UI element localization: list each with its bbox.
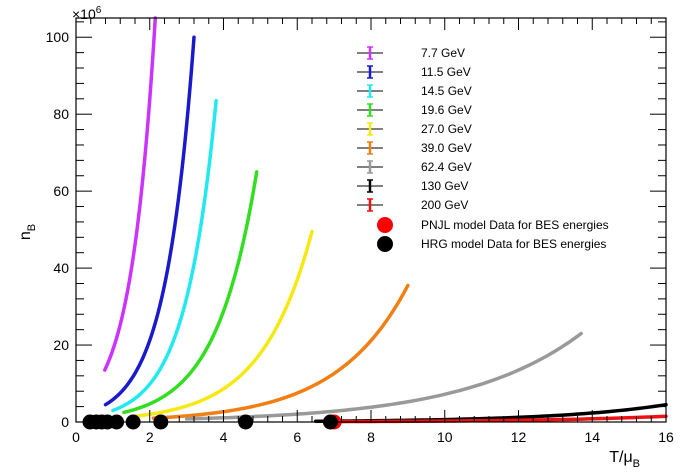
legend-label: 11.5 GeV: [421, 65, 471, 79]
legend-label: PNJL model Data for BES energies: [421, 218, 609, 232]
legend-label: 19.6 GeV: [421, 103, 472, 117]
legend-label: 62.4 GeV: [421, 160, 472, 174]
legend-label: 200 GeV: [421, 198, 468, 212]
series-line-6: [184, 331, 583, 421]
legend-label: 14.5 GeV: [421, 84, 472, 98]
legend-marker-dot: [377, 217, 393, 233]
x-tick-label: 16: [658, 429, 674, 445]
y-tick-label: 60: [53, 183, 69, 199]
x-tick-label: 10: [437, 429, 453, 445]
x-tick-label: 8: [367, 429, 375, 445]
y-multiplier: ×106: [72, 5, 102, 22]
legend-label: 27.0 GeV: [421, 122, 472, 136]
axis-tick-labels: 0 2 4 6 8 10 12 14 16 0 20 40 60 80 100: [46, 29, 674, 445]
legend-entry-5: 39.0 GeV: [357, 141, 472, 155]
x-tick-label: 2: [146, 429, 154, 445]
legend-marker-entry-1: HRG model Data for BES energies: [377, 236, 606, 252]
x-tick-label: 4: [220, 429, 228, 445]
legend-entry-3: 19.6 GeV: [357, 103, 472, 117]
axis-ticks: [75, 18, 667, 423]
legend: 7.7 GeV 11.5 GeV 14.5 GeV 19.6 GeV 27.0 GeV 3…: [357, 46, 609, 252]
x-tick-label: 12: [511, 429, 527, 445]
legend-entry-7: 130 GeV: [357, 179, 468, 193]
legend-label: 39.0 GeV: [421, 141, 472, 155]
legend-label: 7.7 GeV: [421, 46, 465, 60]
series-line-3: [122, 170, 259, 415]
series-line-1: [103, 35, 196, 407]
legend-entry-1: 11.5 GeV: [357, 65, 471, 79]
x-axis-title: T/μB: [609, 449, 640, 470]
legend-entry-6: 62.4 GeV: [357, 160, 472, 174]
x-tick-label: 6: [293, 429, 301, 445]
y-tick-label: 40: [53, 260, 69, 276]
legend-entry-4: 27.0 GeV: [357, 122, 472, 136]
legend-label: 130 GeV: [421, 179, 468, 193]
legend-marker-dot: [377, 236, 393, 252]
x-tick-label: 14: [584, 429, 600, 445]
y-axis-title: nB: [17, 224, 38, 240]
y-tick-label: 100: [46, 29, 70, 45]
legend-entry-0: 7.7 GeV: [357, 46, 465, 60]
series-line-5: [151, 283, 410, 420]
series-line-4: [133, 229, 314, 418]
series-line-2: [111, 98, 218, 413]
legend-entry-2: 14.5 GeV: [357, 84, 472, 98]
legend-label: HRG model Data for BES energies: [421, 237, 606, 251]
y-tick-label: 20: [53, 337, 69, 353]
x-tick-label: 0: [72, 429, 80, 445]
y-tick-label: 0: [61, 414, 69, 430]
legend-marker-entry-0: PNJL model Data for BES energies: [377, 217, 609, 233]
series-line-0: [103, 16, 158, 372]
legend-entry-8: 200 GeV: [357, 198, 468, 212]
y-tick-label: 80: [53, 106, 69, 122]
